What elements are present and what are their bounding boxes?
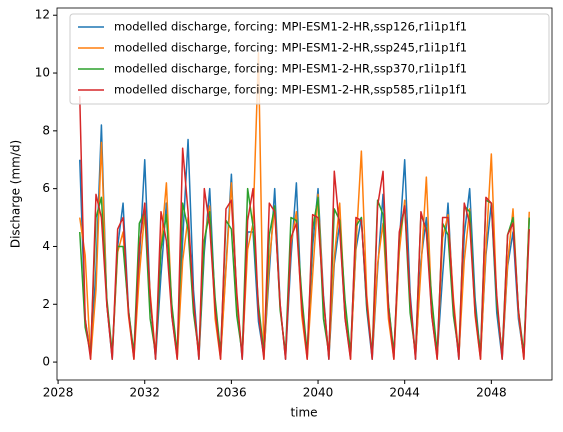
legend-label: modelled discharge, forcing: MPI-ESM1-2-… — [114, 83, 467, 97]
y-tick-label: 10 — [35, 66, 50, 80]
legend-label: modelled discharge, forcing: MPI-ESM1-2-… — [114, 20, 467, 34]
data-line — [79, 96, 530, 360]
x-tick-label: 2044 — [389, 386, 420, 400]
legend-box — [69, 13, 550, 105]
y-tick-label: 2 — [42, 297, 50, 311]
x-tick-label: 2028 — [43, 386, 74, 400]
legend-label: modelled discharge, forcing: MPI-ESM1-2-… — [114, 62, 467, 76]
y-tick-label: 12 — [35, 8, 50, 22]
legend: modelled discharge, forcing: MPI-ESM1-2-… — [69, 13, 550, 105]
x-tick-label: 2040 — [303, 386, 334, 400]
y-tick-label: 8 — [42, 123, 50, 137]
y-tick-label: 4 — [42, 239, 50, 253]
y-axis-label: Discharge (mm/d) — [9, 140, 23, 248]
x-tick-label: 2032 — [129, 386, 160, 400]
axes-frame — [56, 7, 553, 381]
legend-label: modelled discharge, forcing: MPI-ESM1-2-… — [114, 41, 467, 55]
x-tick-label: 2036 — [216, 386, 247, 400]
x-axis-label: time — [290, 406, 317, 420]
y-tick-label: 6 — [42, 181, 50, 195]
y-tick-label: 0 — [42, 355, 50, 369]
x-tick-label: 2048 — [476, 386, 507, 400]
